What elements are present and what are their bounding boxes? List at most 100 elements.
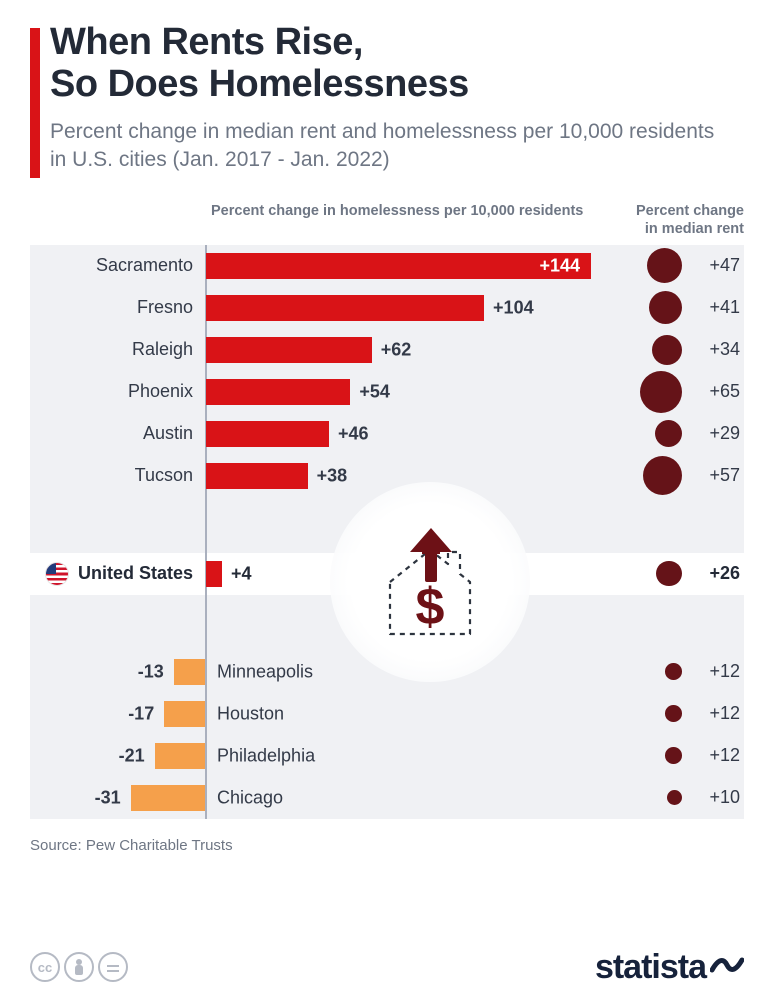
chart-row: Raleigh +62 +34 bbox=[30, 329, 744, 371]
row-label: United States bbox=[30, 563, 205, 585]
chart-row: Tucson+38+57 bbox=[30, 455, 744, 497]
rent-bubble bbox=[656, 561, 682, 587]
rent-value: +26 bbox=[692, 563, 740, 584]
chart-rows: Sacramento +144 +47 Fresno +104 +41 Raleigh +62… bbox=[30, 245, 744, 819]
rent-bubble bbox=[649, 291, 682, 324]
rent-bubble bbox=[665, 705, 682, 722]
col-header-rent: Percent change in median rent bbox=[599, 202, 744, 238]
brand-logo: statista bbox=[595, 950, 744, 984]
bar-negative bbox=[174, 659, 205, 685]
rent-value: +47 bbox=[692, 255, 740, 276]
bar-value: -17 bbox=[128, 703, 154, 724]
title-line-2: So Does Homelessness bbox=[50, 63, 469, 105]
rent-bubble-col: +47 bbox=[599, 248, 744, 284]
row-label: Raleigh bbox=[30, 339, 205, 360]
rent-value: +12 bbox=[692, 703, 740, 724]
rent-bubble-col: +41 bbox=[599, 291, 744, 324]
bar-positive bbox=[206, 379, 350, 405]
chart: Sacramento +144 +47 Fresno +104 +41 Raleigh +62… bbox=[30, 245, 744, 819]
license-icons: cc bbox=[30, 952, 128, 982]
rent-bubble bbox=[665, 663, 682, 680]
bar-area: Minneapolis bbox=[205, 651, 599, 693]
row-label: Fresno bbox=[30, 297, 205, 318]
footer: cc statista bbox=[30, 950, 744, 984]
rent-bubble-col: +12 bbox=[599, 703, 744, 724]
rent-bubble-col: +10 bbox=[599, 787, 744, 808]
bar-value: +38 bbox=[317, 465, 348, 486]
bar-value: -21 bbox=[119, 745, 145, 766]
brand-text: statista bbox=[595, 950, 706, 984]
bar-positive bbox=[206, 561, 222, 587]
rent-bubble-col: +65 bbox=[599, 371, 744, 413]
bar-negative bbox=[164, 701, 205, 727]
cc-by-icon bbox=[64, 952, 94, 982]
col-header-homelessness: Percent change in homelessness per 10,00… bbox=[205, 202, 599, 238]
rent-value: +65 bbox=[692, 381, 740, 402]
rent-bubble-col: +34 bbox=[599, 335, 744, 365]
bar-negative bbox=[131, 785, 205, 811]
header-accent-bar bbox=[30, 28, 40, 178]
chart-row: Austin+46 +29 bbox=[30, 413, 744, 455]
rent-bubble-col: +29 bbox=[599, 420, 744, 448]
rent-bubble bbox=[665, 747, 682, 764]
infographic-page: When Rents Rise, So Does Homelessness Pe… bbox=[0, 0, 774, 1000]
rent-value: +12 bbox=[692, 661, 740, 682]
bar-area: Chicago bbox=[205, 777, 599, 819]
chart-row-us: United States +4 +26 bbox=[30, 553, 744, 595]
cc-icon: cc bbox=[30, 952, 60, 982]
bar-value: +144 bbox=[539, 255, 580, 276]
us-flag-icon bbox=[46, 563, 68, 585]
bar-value: +62 bbox=[381, 339, 412, 360]
bar-value: +4 bbox=[231, 563, 252, 584]
row-label: Houston bbox=[217, 703, 284, 724]
row-label: Phoenix bbox=[30, 381, 205, 402]
rent-value: +34 bbox=[692, 339, 740, 360]
rent-bubble-col: +26 bbox=[599, 561, 744, 587]
column-headers: Percent change in homelessness per 10,00… bbox=[30, 202, 744, 238]
rent-bubble bbox=[655, 420, 683, 448]
bar-positive bbox=[206, 253, 591, 279]
row-label: Sacramento bbox=[30, 255, 205, 276]
bar-area: +104 bbox=[205, 287, 599, 329]
row-label: Philadelphia bbox=[217, 745, 315, 766]
rent-value: +10 bbox=[692, 787, 740, 808]
bar-area: Houston bbox=[205, 693, 599, 735]
bar-value: -13 bbox=[138, 661, 164, 682]
bar-positive bbox=[206, 295, 484, 321]
chart-row: -17 Houston +12 bbox=[30, 693, 744, 735]
chart-row: -13 Minneapolis +12 bbox=[30, 651, 744, 693]
bar-area: +4 bbox=[205, 553, 599, 595]
rent-bubble bbox=[667, 790, 682, 805]
rent-bubble bbox=[640, 371, 682, 413]
bar-positive bbox=[206, 421, 329, 447]
row-label: Chicago bbox=[217, 787, 283, 808]
rent-bubble bbox=[643, 456, 682, 495]
bar-value: -31 bbox=[95, 787, 121, 808]
rent-value: +57 bbox=[692, 465, 740, 486]
bar-area: +62 bbox=[205, 329, 599, 371]
bar-area: +54 bbox=[205, 371, 599, 413]
rent-value: +12 bbox=[692, 745, 740, 766]
rent-bubble bbox=[652, 335, 682, 365]
rent-value: +29 bbox=[692, 423, 740, 444]
bar-value: +54 bbox=[359, 381, 390, 402]
bar-positive bbox=[206, 463, 308, 489]
bar-value: +104 bbox=[493, 297, 534, 318]
row-label: Minneapolis bbox=[217, 661, 313, 682]
chart-row: Sacramento +144 +47 bbox=[30, 245, 744, 287]
rent-bubble-col: +12 bbox=[599, 745, 744, 766]
bar-area: +144 bbox=[205, 245, 599, 287]
chart-row: -21 Philadelphia +12 bbox=[30, 735, 744, 777]
bar-area: Philadelphia bbox=[205, 735, 599, 777]
bar-negative bbox=[155, 743, 205, 769]
bar-area: +38 bbox=[205, 455, 599, 497]
header: When Rents Rise, So Does Homelessness Pe… bbox=[30, 22, 744, 174]
cc-nd-icon bbox=[98, 952, 128, 982]
brand-wave-icon bbox=[710, 950, 744, 980]
title-line-1: When Rents Rise, bbox=[50, 21, 363, 63]
row-label: Austin bbox=[30, 423, 205, 444]
title: When Rents Rise, So Does Homelessness bbox=[50, 22, 744, 106]
bar-area: +46 bbox=[205, 413, 599, 455]
chart-row: -31 Chicago +10 bbox=[30, 777, 744, 819]
rent-value: +41 bbox=[692, 297, 740, 318]
